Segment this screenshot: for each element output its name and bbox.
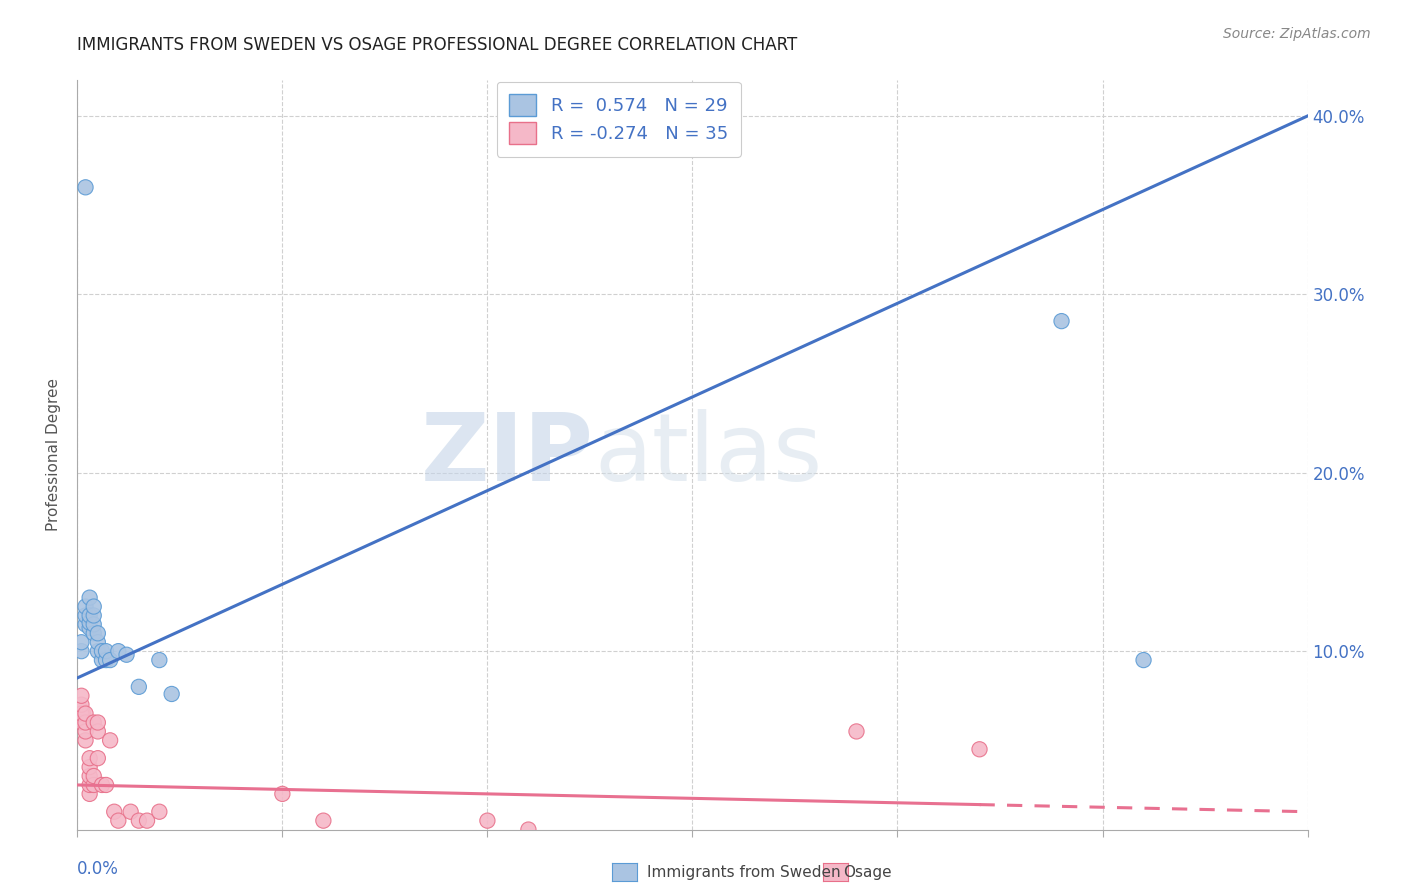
Point [70, 715, 93, 730]
Point [75, 180, 97, 194]
Point [79, 621, 101, 635]
Point [79, 591, 101, 605]
Point [70, 706, 93, 721]
Y-axis label: Professional Degree: Professional Degree [46, 378, 62, 532]
Point [79, 751, 101, 765]
Text: ZIP: ZIP [422, 409, 595, 501]
Point [128, 680, 150, 694]
Point [107, 814, 129, 828]
Point [90, 644, 114, 658]
Point [83, 778, 105, 792]
Point [312, 814, 335, 828]
Point [75, 608, 97, 623]
Point [1050, 314, 1073, 328]
Point [79, 615, 101, 630]
Point [70, 635, 93, 649]
Point [87, 635, 110, 649]
Point [79, 760, 101, 774]
Point [83, 715, 105, 730]
Point [83, 599, 105, 614]
Point [75, 724, 97, 739]
Point [94, 778, 117, 792]
Point [87, 626, 110, 640]
Point [75, 617, 97, 632]
Point [79, 778, 101, 792]
Point [115, 648, 138, 662]
Point [66, 706, 89, 721]
Point [83, 626, 105, 640]
Point [1132, 653, 1154, 667]
Text: Source: ZipAtlas.com: Source: ZipAtlas.com [1223, 27, 1371, 41]
Point [75, 715, 97, 730]
Point [271, 787, 294, 801]
Point [94, 653, 117, 667]
Text: atlas: atlas [595, 409, 823, 501]
Point [79, 608, 101, 623]
Legend: R =  0.574   N = 29, R = -0.274   N = 35: R = 0.574 N = 29, R = -0.274 N = 35 [496, 82, 741, 157]
Point [70, 644, 93, 658]
Point [120, 805, 142, 819]
Text: IMMIGRANTS FROM SWEDEN VS OSAGE PROFESSIONAL DEGREE CORRELATION CHART: IMMIGRANTS FROM SWEDEN VS OSAGE PROFESSI… [77, 36, 797, 54]
Point [148, 653, 170, 667]
Point [83, 769, 105, 783]
Point [79, 787, 101, 801]
Point [75, 599, 97, 614]
Point [128, 814, 150, 828]
Text: Immigrants from Sweden: Immigrants from Sweden [647, 865, 841, 880]
Point [107, 644, 129, 658]
Point [969, 742, 991, 756]
Point [70, 689, 93, 703]
Point [83, 608, 105, 623]
Point [87, 724, 110, 739]
Point [75, 733, 97, 747]
Text: Osage: Osage [844, 865, 893, 880]
Point [70, 698, 93, 712]
Point [136, 814, 159, 828]
Point [79, 769, 101, 783]
Point [87, 644, 110, 658]
Point [477, 814, 499, 828]
Point [83, 617, 105, 632]
Point [160, 687, 183, 701]
Point [87, 715, 110, 730]
Point [103, 805, 125, 819]
Point [845, 724, 868, 739]
Point [87, 751, 110, 765]
Point [517, 822, 540, 837]
Point [90, 778, 114, 792]
Point [148, 805, 170, 819]
Point [90, 653, 114, 667]
Point [98, 653, 121, 667]
Point [75, 706, 97, 721]
Point [98, 733, 121, 747]
Point [94, 644, 117, 658]
Text: 0.0%: 0.0% [77, 860, 120, 878]
